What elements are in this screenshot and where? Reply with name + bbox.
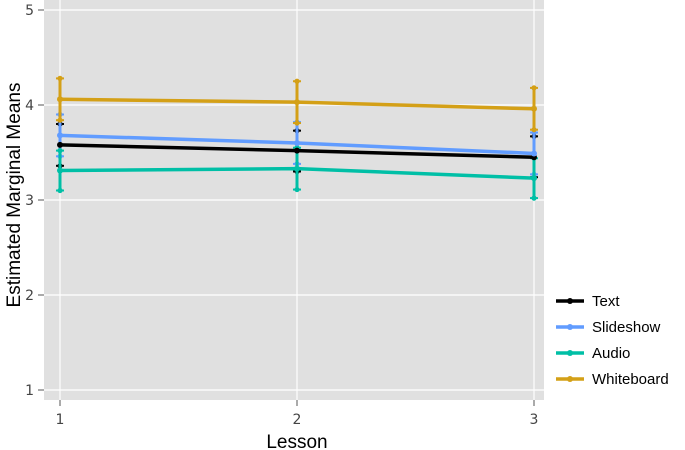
x-tick-label: 2 xyxy=(293,412,302,428)
error-bar-end-point xyxy=(57,148,63,154)
y-tick-label: 2 xyxy=(25,288,34,304)
legend-label: Slideshow xyxy=(592,319,661,336)
series-lines xyxy=(57,96,537,182)
error-bar-end-point xyxy=(294,186,300,193)
data-point xyxy=(294,140,300,146)
data-point xyxy=(531,150,537,157)
y-axis-title: Estimated Marginal Means xyxy=(4,83,25,308)
legend: Text Slideshow Audio Whiteboard xyxy=(556,293,669,388)
data-point xyxy=(57,132,63,139)
error-bar-end-point xyxy=(294,78,300,84)
error-bar-end-point xyxy=(57,187,63,194)
y-tick-label: 1 xyxy=(25,383,34,399)
legend-label: Whiteboard xyxy=(592,371,669,388)
x-axis-title: Lesson xyxy=(266,432,327,450)
error-bar-end-point xyxy=(531,85,537,91)
data-point xyxy=(294,99,300,106)
y-tick-label: 5 xyxy=(25,3,34,19)
legend-label: Text xyxy=(592,293,620,310)
legend-key-point xyxy=(567,324,573,330)
grid-lines xyxy=(44,0,544,400)
x-tick-label: 3 xyxy=(530,412,539,428)
legend-key-point xyxy=(567,376,573,382)
error-bar-end-point xyxy=(531,127,537,133)
data-point xyxy=(57,96,63,103)
data-point xyxy=(57,141,63,148)
y-tick-label: 4 xyxy=(25,98,34,114)
error-bar-end-point xyxy=(531,195,537,201)
data-point xyxy=(531,175,537,182)
y-axis-ticks: 1 2 3 4 5 xyxy=(25,3,44,399)
data-point xyxy=(531,105,537,112)
x-axis-ticks: 1 2 3 xyxy=(56,400,539,428)
error-bar-end-point xyxy=(57,117,63,123)
y-tick-label: 3 xyxy=(25,193,34,209)
error-bar-end-point xyxy=(57,75,63,81)
error-bar-end-point xyxy=(294,120,300,126)
legend-label: Audio xyxy=(592,345,630,362)
legend-key-point xyxy=(567,350,573,356)
x-tick-label: 1 xyxy=(56,412,65,428)
data-point xyxy=(57,167,63,174)
data-point xyxy=(294,147,300,154)
legend-key-point xyxy=(567,298,573,304)
data-point xyxy=(294,165,300,172)
